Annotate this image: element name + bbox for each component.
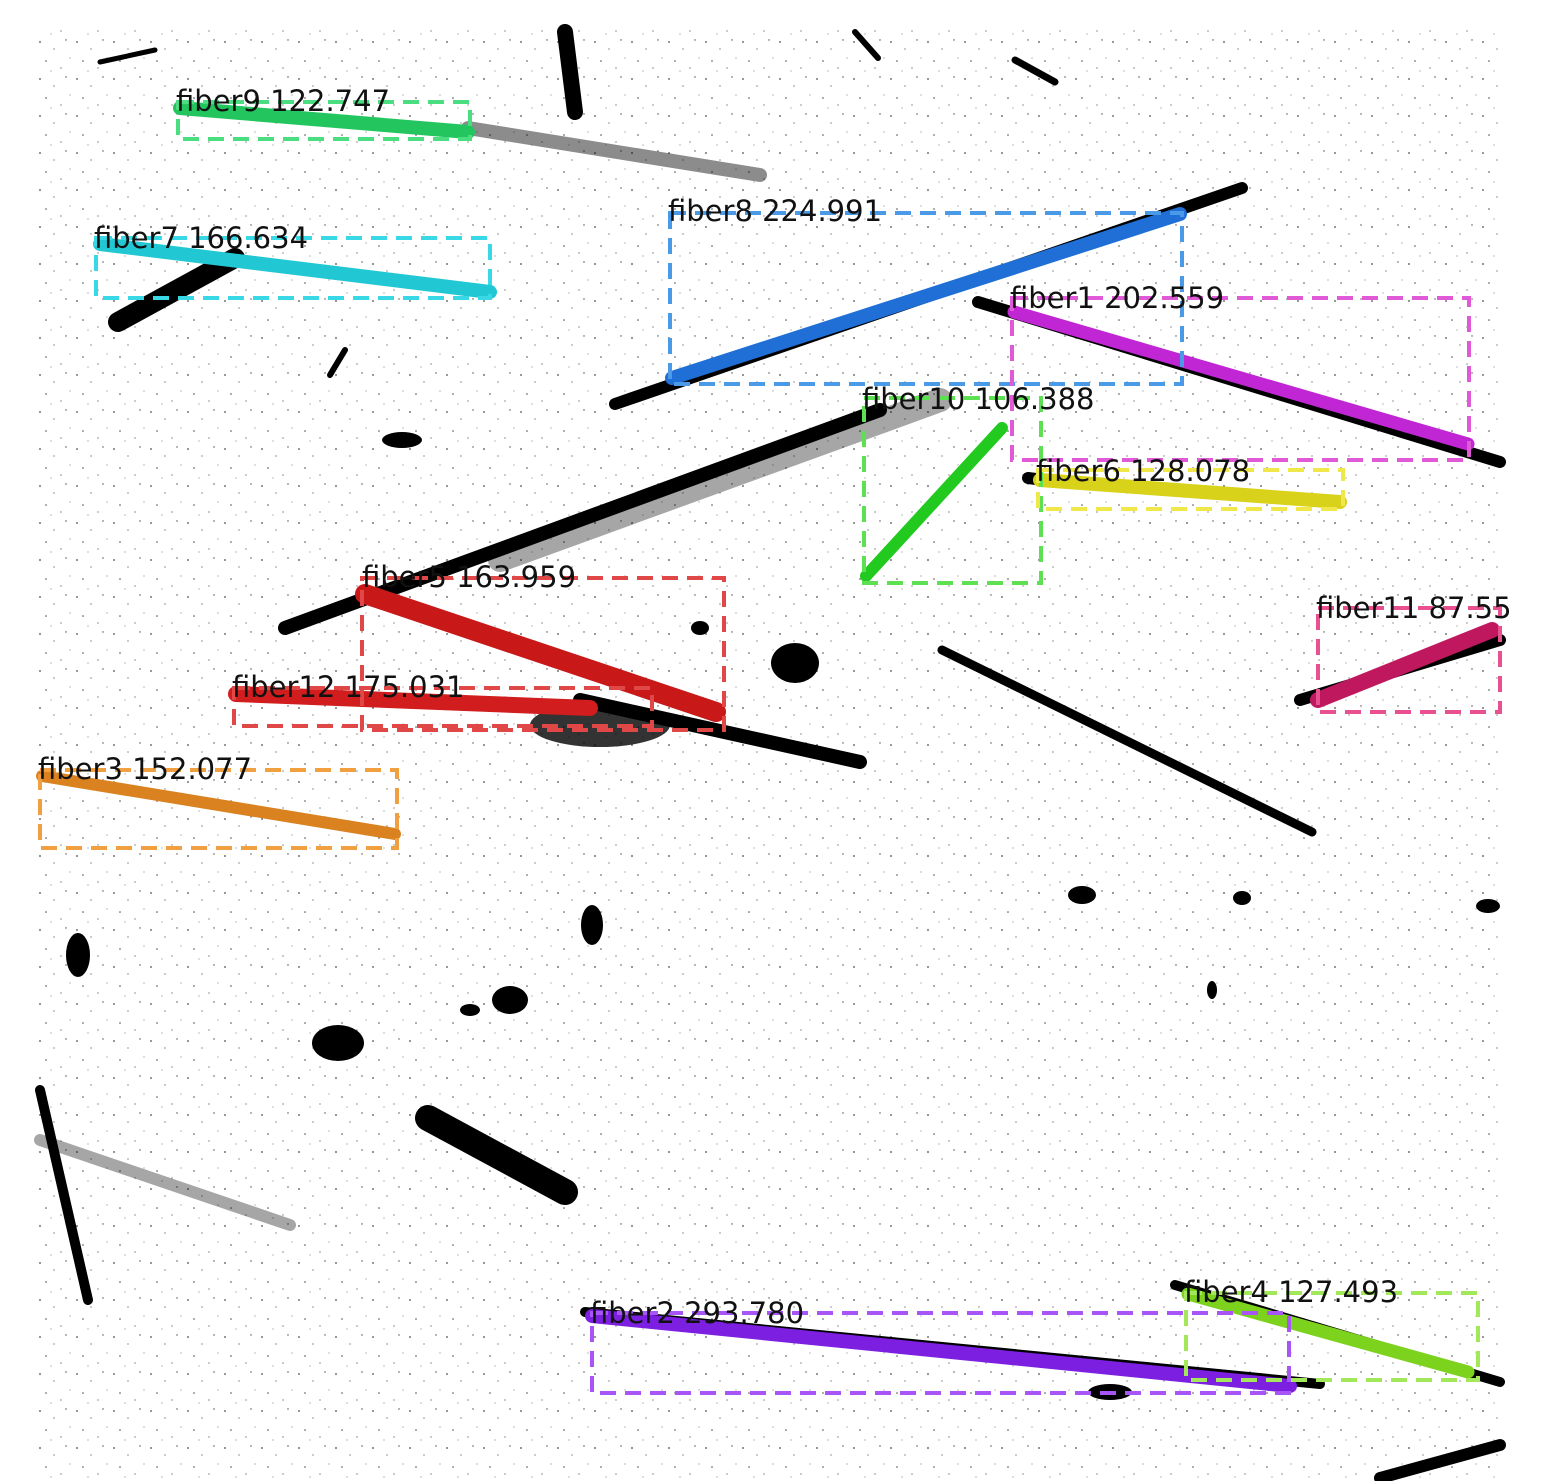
fiber9-box	[176, 100, 472, 141]
detection-labels: fiber9 122.747 fiber7 166.634 fiber8 224…	[38, 84, 1512, 1330]
fiber6-label: fiber6 128.078	[1036, 454, 1250, 488]
fiber4-label: fiber4 127.493	[1184, 1275, 1398, 1309]
fiber11-box	[1316, 606, 1502, 714]
bounding-boxes	[38, 100, 1502, 1395]
fiber7-box	[94, 236, 492, 300]
fiber4-box	[1184, 1291, 1480, 1382]
fiber1-mask	[1007, 305, 1475, 451]
fiber12-mask	[228, 686, 598, 716]
fiber6-box	[1036, 468, 1345, 511]
fiber8-label: fiber8 224.991	[668, 194, 882, 228]
fiber2-box	[590, 1311, 1291, 1395]
fiber10-label: fiber10 106.388	[862, 382, 1094, 416]
fiber12-label: fiber12 175.031	[232, 670, 464, 704]
fiber9-mask	[173, 101, 475, 139]
fiber1-box	[1010, 296, 1471, 462]
fiber11-label: fiber11 87.55	[1316, 591, 1512, 625]
fiber2-label: fiber2 293.780	[590, 1296, 804, 1330]
fiber7-mask	[93, 237, 497, 299]
fiber-masks	[36, 101, 1500, 1393]
fiber5-mask	[355, 584, 726, 722]
fiber9-label: fiber9 122.747	[176, 84, 390, 118]
fiber7-label: fiber7 166.634	[94, 221, 308, 255]
fiber2-mask	[585, 1309, 1297, 1393]
fiber3-box	[38, 768, 399, 850]
fiber12-box	[232, 686, 654, 728]
fiber5-box	[360, 576, 726, 732]
fiber8-box	[668, 211, 1184, 386]
fiber3-label: fiber3 152.077	[38, 752, 252, 786]
fiber1-label: fiber1 202.559	[1010, 281, 1224, 315]
fiber10-box	[862, 396, 1043, 585]
fiber6-mask	[1033, 473, 1347, 509]
fiber5-label: fiber5 163.959	[362, 560, 576, 594]
fiber11-mask	[1310, 622, 1500, 708]
fiber3-mask	[36, 770, 401, 840]
fiber10-mask	[860, 422, 1008, 582]
fiber4-mask	[1181, 1287, 1475, 1379]
fiber8-mask	[665, 207, 1187, 385]
